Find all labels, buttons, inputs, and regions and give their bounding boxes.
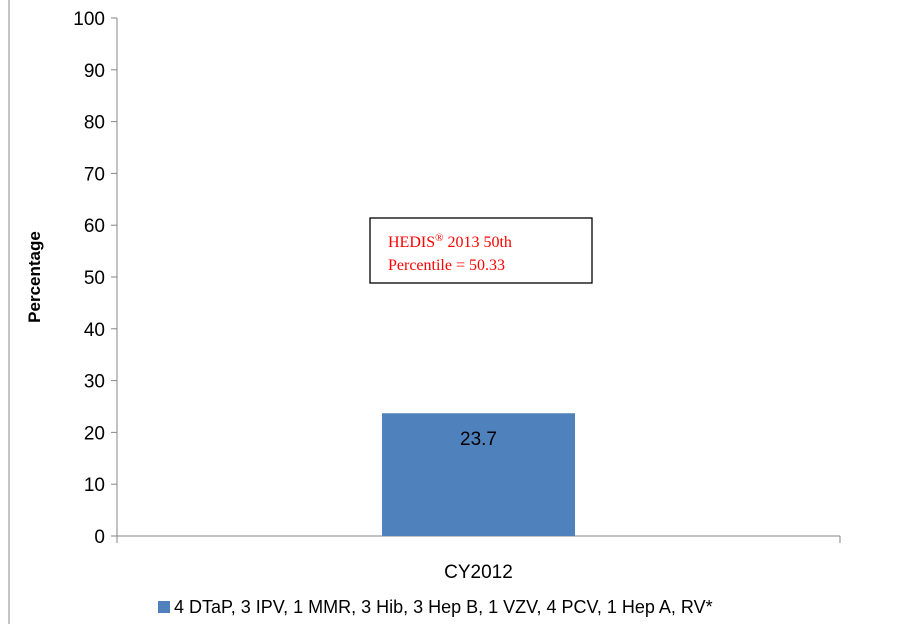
bar-group: 23.7 <box>381 413 576 536</box>
annotation-line-1: HEDIS® 2013 50th <box>388 232 512 251</box>
y-tick-label: 70 <box>84 164 105 185</box>
annotation-registered-mark: ® <box>435 232 443 244</box>
y-tick-label: 20 <box>84 423 105 444</box>
y-tick-label: 50 <box>84 268 105 289</box>
annotation-line-2: Percentile = 50.33 <box>388 257 505 274</box>
hedis-annotation: HEDIS® 2013 50th Percentile = 50.33 <box>369 217 593 284</box>
annotation-box <box>369 217 593 284</box>
y-tick-label: 10 <box>84 475 105 496</box>
y-tick-label: 100 <box>73 9 105 30</box>
annotation-year-percentile: 2013 50th <box>443 234 511 251</box>
y-tick-label: 60 <box>84 216 105 237</box>
y-tick-label: 90 <box>84 61 105 82</box>
y-tick-label: 0 <box>94 527 105 548</box>
y-tick-label: 30 <box>84 372 105 393</box>
x-tick-label: CY2012 <box>444 562 513 583</box>
legend-swatch <box>158 601 170 613</box>
bar <box>381 413 576 536</box>
x-axis-ticks: CY2012 <box>444 562 513 583</box>
y-axis-ticks: 0 10 20 30 40 50 60 70 80 90 100 <box>73 9 117 548</box>
bar-data-label: 23.7 <box>460 429 497 450</box>
y-tick-label: 80 <box>84 113 105 134</box>
annotation-hedis: HEDIS <box>388 234 435 251</box>
legend: 4 DTaP, 3 IPV, 1 MMR, 3 Hib, 3 Hep B, 1 … <box>158 597 713 617</box>
y-axis-label: Percentage <box>25 231 44 323</box>
y-tick-label: 40 <box>84 320 105 341</box>
legend-label: 4 DTaP, 3 IPV, 1 MMR, 3 Hib, 3 Hep B, 1 … <box>174 597 713 617</box>
